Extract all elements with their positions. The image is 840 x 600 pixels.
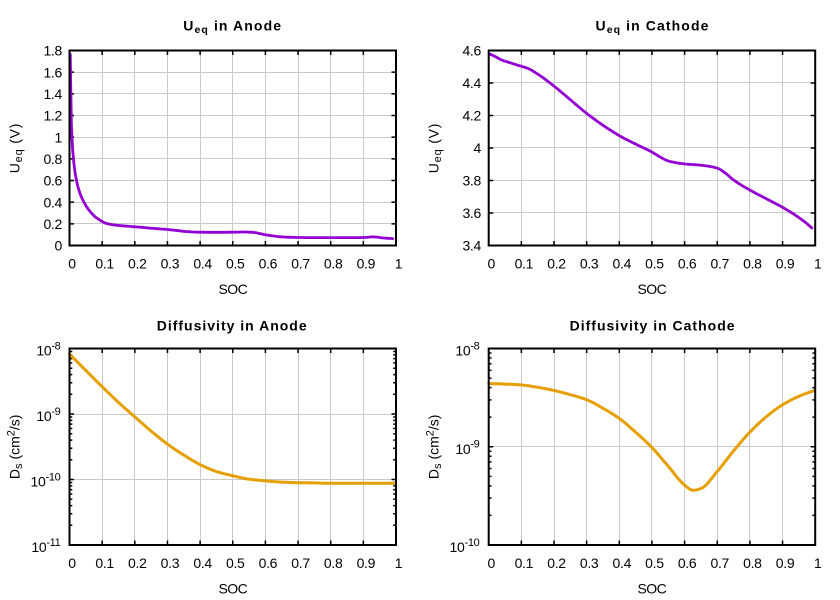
svg-text:0: 0 <box>68 255 76 271</box>
svg-text:0.3: 0.3 <box>161 255 180 271</box>
svg-text:1.8: 1.8 <box>43 43 62 59</box>
svg-text:0.6: 0.6 <box>259 255 278 271</box>
svg-text:Diffusivity in Cathode: Diffusivity in Cathode <box>570 318 736 334</box>
svg-text:1.6: 1.6 <box>43 64 62 80</box>
svg-text:0.1: 0.1 <box>515 255 534 271</box>
svg-text:0.7: 0.7 <box>291 255 310 271</box>
svg-text:0.4: 0.4 <box>613 255 632 271</box>
svg-text:0.9: 0.9 <box>357 255 376 271</box>
svg-text:SOC: SOC <box>218 281 247 297</box>
svg-text:0.5: 0.5 <box>645 555 664 571</box>
svg-text:0.2: 0.2 <box>547 255 566 271</box>
svg-text:0.5: 0.5 <box>226 555 245 571</box>
svg-text:0: 0 <box>55 238 63 254</box>
svg-text:0.7: 0.7 <box>710 255 729 271</box>
svg-text:Ueq in Cathode: Ueq in Cathode <box>595 18 709 37</box>
svg-text:0.3: 0.3 <box>580 555 599 571</box>
svg-text:0.8: 0.8 <box>324 255 343 271</box>
svg-text:4.4: 4.4 <box>462 75 481 91</box>
svg-text:0.9: 0.9 <box>357 555 376 571</box>
svg-text:Diffusivity in Anode: Diffusivity in Anode <box>157 318 308 334</box>
svg-text:SOC: SOC <box>637 581 666 597</box>
svg-text:1: 1 <box>814 255 822 271</box>
svg-text:0.7: 0.7 <box>710 555 729 571</box>
svg-text:0.1: 0.1 <box>95 555 114 571</box>
svg-text:0.8: 0.8 <box>743 555 762 571</box>
svg-text:0.2: 0.2 <box>547 555 566 571</box>
svg-text:0.7: 0.7 <box>291 555 310 571</box>
svg-text:0.6: 0.6 <box>43 173 62 189</box>
svg-text:0.4: 0.4 <box>613 555 632 571</box>
svg-text:0.3: 0.3 <box>161 555 180 571</box>
svg-text:1.4: 1.4 <box>43 86 62 102</box>
svg-text:0.3: 0.3 <box>580 255 599 271</box>
svg-text:0.8: 0.8 <box>324 555 343 571</box>
svg-text:4: 4 <box>474 140 482 156</box>
svg-text:0.6: 0.6 <box>678 555 697 571</box>
svg-text:1.2: 1.2 <box>43 108 62 124</box>
svg-text:0.5: 0.5 <box>226 255 245 271</box>
svg-text:0.2: 0.2 <box>128 255 147 271</box>
svg-text:Ds (cm2/s): Ds (cm2/s) <box>6 415 25 480</box>
svg-text:3.6: 3.6 <box>462 205 481 221</box>
svg-text:0.1: 0.1 <box>515 555 534 571</box>
svg-text:4.2: 4.2 <box>462 108 481 124</box>
svg-text:0.9: 0.9 <box>776 555 795 571</box>
svg-text:0.5: 0.5 <box>645 255 664 271</box>
svg-text:Ds (cm2/s): Ds (cm2/s) <box>425 415 444 480</box>
svg-text:0: 0 <box>68 555 76 571</box>
svg-text:1: 1 <box>814 555 822 571</box>
svg-text:3.8: 3.8 <box>462 173 481 189</box>
svg-text:0.4: 0.4 <box>43 194 62 210</box>
svg-text:0.8: 0.8 <box>43 151 62 167</box>
svg-text:0.8: 0.8 <box>743 255 762 271</box>
svg-text:SOC: SOC <box>637 281 666 297</box>
svg-text:SOC: SOC <box>218 581 247 597</box>
svg-text:0.6: 0.6 <box>259 555 278 571</box>
svg-text:Ueq (V): Ueq (V) <box>7 123 25 174</box>
svg-text:0.1: 0.1 <box>95 255 114 271</box>
svg-text:0.2: 0.2 <box>43 216 62 232</box>
svg-text:0.4: 0.4 <box>193 555 212 571</box>
svg-text:0: 0 <box>487 255 495 271</box>
svg-text:0.9: 0.9 <box>776 255 795 271</box>
svg-text:0: 0 <box>487 555 495 571</box>
svg-text:3.4: 3.4 <box>462 238 481 254</box>
svg-text:Ueq (V): Ueq (V) <box>426 123 444 174</box>
svg-text:1: 1 <box>395 255 403 271</box>
svg-text:0.6: 0.6 <box>678 255 697 271</box>
svg-text:0.2: 0.2 <box>128 555 147 571</box>
svg-text:4.6: 4.6 <box>462 43 481 59</box>
svg-text:1: 1 <box>55 129 63 145</box>
svg-text:0.4: 0.4 <box>193 255 212 271</box>
svg-text:1: 1 <box>395 555 403 571</box>
